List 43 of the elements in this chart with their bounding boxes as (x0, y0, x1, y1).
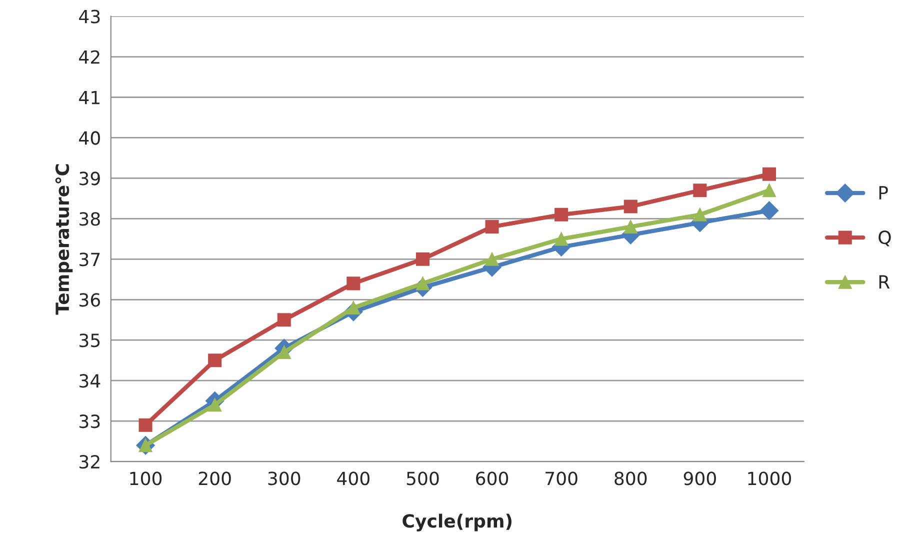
point (693, 208, 707, 222)
x-axis-title: Cycle(rpm) (402, 514, 512, 532)
point (554, 232, 568, 246)
point (624, 220, 638, 234)
x-tick-label: 200 (198, 472, 231, 486)
y-tick-label: 35 (80, 334, 100, 348)
point (277, 313, 291, 327)
legend-label: Q (878, 230, 891, 246)
x-tick-label: 700 (546, 472, 578, 486)
y-tick-label: 34 (80, 374, 100, 388)
point (693, 184, 707, 198)
point (346, 276, 360, 290)
point (554, 208, 568, 222)
x-tick-label: 400 (337, 472, 370, 486)
point (760, 201, 779, 220)
x-tick-label: 300 (268, 472, 300, 486)
point (485, 220, 499, 234)
y-tick-label: 37 (80, 252, 100, 266)
x-tick-label: 1000 (748, 472, 792, 486)
point (416, 252, 430, 266)
x-tick-label: 900 (684, 472, 716, 486)
y-tick-label: 32 (80, 455, 100, 469)
point (485, 252, 499, 266)
x-tick-label: 800 (614, 472, 647, 486)
y-tick-label: 40 (79, 131, 100, 145)
legend-label: R (879, 275, 890, 288)
point (762, 184, 776, 198)
y-axis-title: Temperature℃ (55, 164, 73, 315)
point (624, 200, 638, 214)
y-tick-label: 41 (79, 90, 100, 104)
y-tick-label: 43 (79, 10, 100, 24)
y-tick-label: 33 (80, 414, 100, 428)
point (138, 418, 152, 432)
y-tick-label: 39 (80, 172, 100, 186)
point (208, 354, 222, 368)
y-tick-label: 38 (80, 212, 100, 226)
x-tick-label: 100 (130, 472, 162, 486)
y-tick-label: 42 (79, 50, 100, 64)
x-tick-label: 500 (406, 472, 439, 486)
legend-label: P (879, 186, 888, 200)
x-tick-label: 600 (476, 472, 508, 486)
y-tick-label: 36 (80, 293, 100, 307)
point (762, 167, 776, 181)
